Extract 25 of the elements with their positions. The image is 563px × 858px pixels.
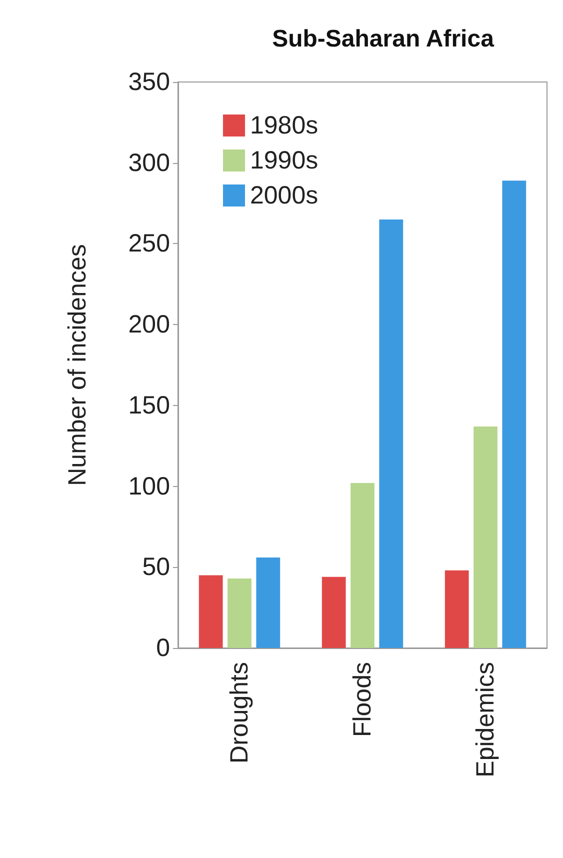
bar xyxy=(444,570,469,648)
bar xyxy=(322,576,346,648)
bar xyxy=(474,426,498,648)
legend-label: 1990s xyxy=(250,146,318,174)
y-tick-label: 250 xyxy=(128,230,170,258)
x-tick-label: Epidemics xyxy=(472,662,500,778)
bar xyxy=(228,578,252,648)
y-tick-label: 300 xyxy=(128,148,170,177)
y-tick-label: 0 xyxy=(156,634,170,662)
bar xyxy=(198,575,223,648)
bar xyxy=(502,180,526,648)
bar xyxy=(379,219,404,648)
y-tick-label: 50 xyxy=(142,553,170,582)
bar xyxy=(256,557,280,648)
y-tick-label: 150 xyxy=(128,391,170,420)
y-tick-label: 350 xyxy=(128,68,170,96)
legend-label: 1980s xyxy=(250,112,318,140)
y-axis-title: Number of incidences xyxy=(64,244,92,486)
y-tick-label: 100 xyxy=(128,472,170,500)
x-tick-label: Floods xyxy=(348,662,376,738)
chart-title: Sub-Saharan Africa xyxy=(272,26,495,52)
y-tick-label: 200 xyxy=(128,310,170,339)
bar xyxy=(350,483,374,648)
legend-label: 2000s xyxy=(250,182,318,210)
x-tick-label: Droughts xyxy=(226,662,254,764)
